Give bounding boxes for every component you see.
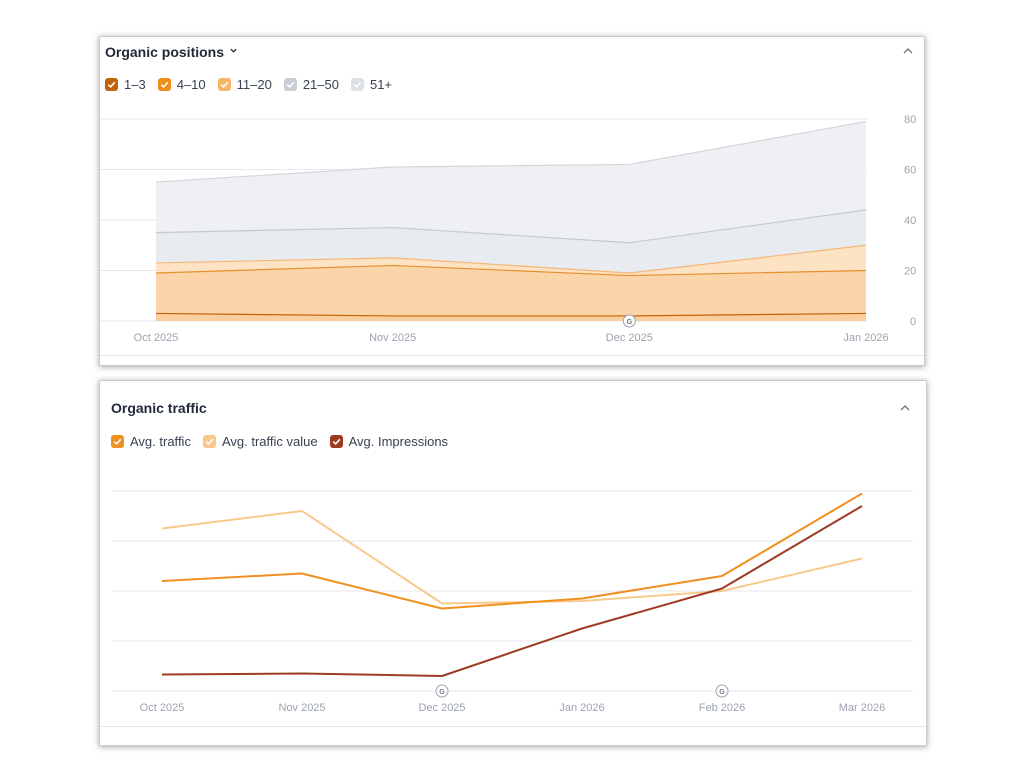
organic-traffic-panel: Organic traffic Avg. traffic Avg. traffic… [99,380,927,746]
legend-item-avg-traffic[interactable]: Avg. traffic [111,434,191,449]
legend-label: Avg. traffic [130,434,191,449]
y-tick-label: 40 [904,215,916,227]
y-tick-label: 60 [904,165,916,177]
line-avg-traffic-value [161,510,863,605]
google-update-icon[interactable]: G [435,684,449,698]
chevron-down-icon[interactable] [229,46,238,58]
checkbox-checked-icon[interactable] [157,78,171,91]
x-tick-label: Dec 2025 [606,332,653,344]
y-tick-label: 0 [910,316,916,328]
x-tick-label: Oct 2025 [140,702,185,714]
checkbox-checked-icon[interactable] [202,435,216,448]
y-tick-label: 80 [904,114,916,126]
x-tick-label: Mar 2026 [839,702,885,714]
organic-positions-header[interactable]: Organic positions [105,44,238,60]
organic-positions-panel: Organic positions 1–3 4–10 11–20 21–50 51+ 0… [99,36,925,366]
organic-positions-chart: 0 20 40 60 80 Oct 2025 Nov 2025 Dec 2025 Jan 202… [100,114,916,344]
checkbox-checked-icon[interactable] [329,435,343,448]
svg-text:G: G [439,689,445,696]
y-tick-label: 20 [904,266,916,278]
area-line-51 [155,120,867,183]
area-1-3 [156,313,866,321]
area-21-50 [156,209,866,274]
traffic-footer-divider [100,726,926,727]
line-avg-impressions [161,505,863,677]
x-tick-label: Jan 2026 [843,332,888,344]
legend-item-avg-traffic-value[interactable]: Avg. traffic value [202,434,318,449]
legend-label: 21–50 [302,77,339,92]
x-tick-label: Nov 2025 [278,702,325,714]
legend-label: Avg. Impressions [348,434,449,449]
legend-item-avg-impressions[interactable]: Avg. Impressions [329,434,449,449]
legend-label: Avg. traffic value [221,434,318,449]
organic-traffic-chart: Oct 2025 Nov 2025 Dec 2025 Jan 2026 Feb 2026… [112,490,913,714]
area-11-20 [156,245,866,276]
legend-label: 4–10 [176,77,206,92]
area-51 [156,121,866,243]
positions-legend: 1–3 4–10 11–20 21–50 51+ [105,77,404,92]
organic-traffic-header: Organic traffic [111,400,207,416]
area-line-21-50 [155,209,867,244]
x-tick-label: Dec 2025 [418,702,465,714]
area-4-10 [156,265,866,316]
svg-text:G: G [719,689,725,696]
checkbox-checked-icon[interactable] [350,78,364,91]
legend-item-4-10[interactable]: 4–10 [157,77,206,92]
organic-positions-title: Organic positions [105,44,225,60]
svg-text:G: G [627,319,633,326]
x-tick-label: Jan 2026 [559,702,604,714]
checkbox-checked-icon[interactable] [217,78,231,91]
x-tick-label: Nov 2025 [369,332,416,344]
collapse-positions-chevron-up-icon[interactable] [900,43,916,59]
positions-footer-divider [100,355,924,356]
checkbox-checked-icon[interactable] [283,78,297,91]
legend-item-21-50[interactable]: 21–50 [283,77,339,92]
google-update-icon[interactable]: G [622,314,636,328]
legend-label: 11–20 [236,77,272,92]
checkbox-checked-icon[interactable] [111,435,124,448]
x-tick-label: Oct 2025 [134,332,179,344]
legend-item-1-3[interactable]: 1–3 [105,77,146,92]
checkbox-checked-icon[interactable] [105,78,118,91]
organic-traffic-title: Organic traffic [111,400,207,416]
area-line-1-3 [155,312,867,317]
collapse-traffic-chevron-up-icon[interactable] [897,400,913,416]
traffic-legend: Avg. traffic Avg. traffic value Avg. Impre… [111,434,460,449]
x-tick-label: Feb 2026 [699,702,745,714]
area-line-11-20 [155,244,867,274]
google-update-icon[interactable]: G [715,684,729,698]
area-line-4-10 [155,264,867,277]
legend-label: 51+ [369,77,393,92]
legend-item-51[interactable]: 51+ [350,77,393,92]
line-avg-traffic [161,492,863,610]
legend-item-11-20[interactable]: 11–20 [217,77,272,92]
legend-label: 1–3 [124,77,146,92]
